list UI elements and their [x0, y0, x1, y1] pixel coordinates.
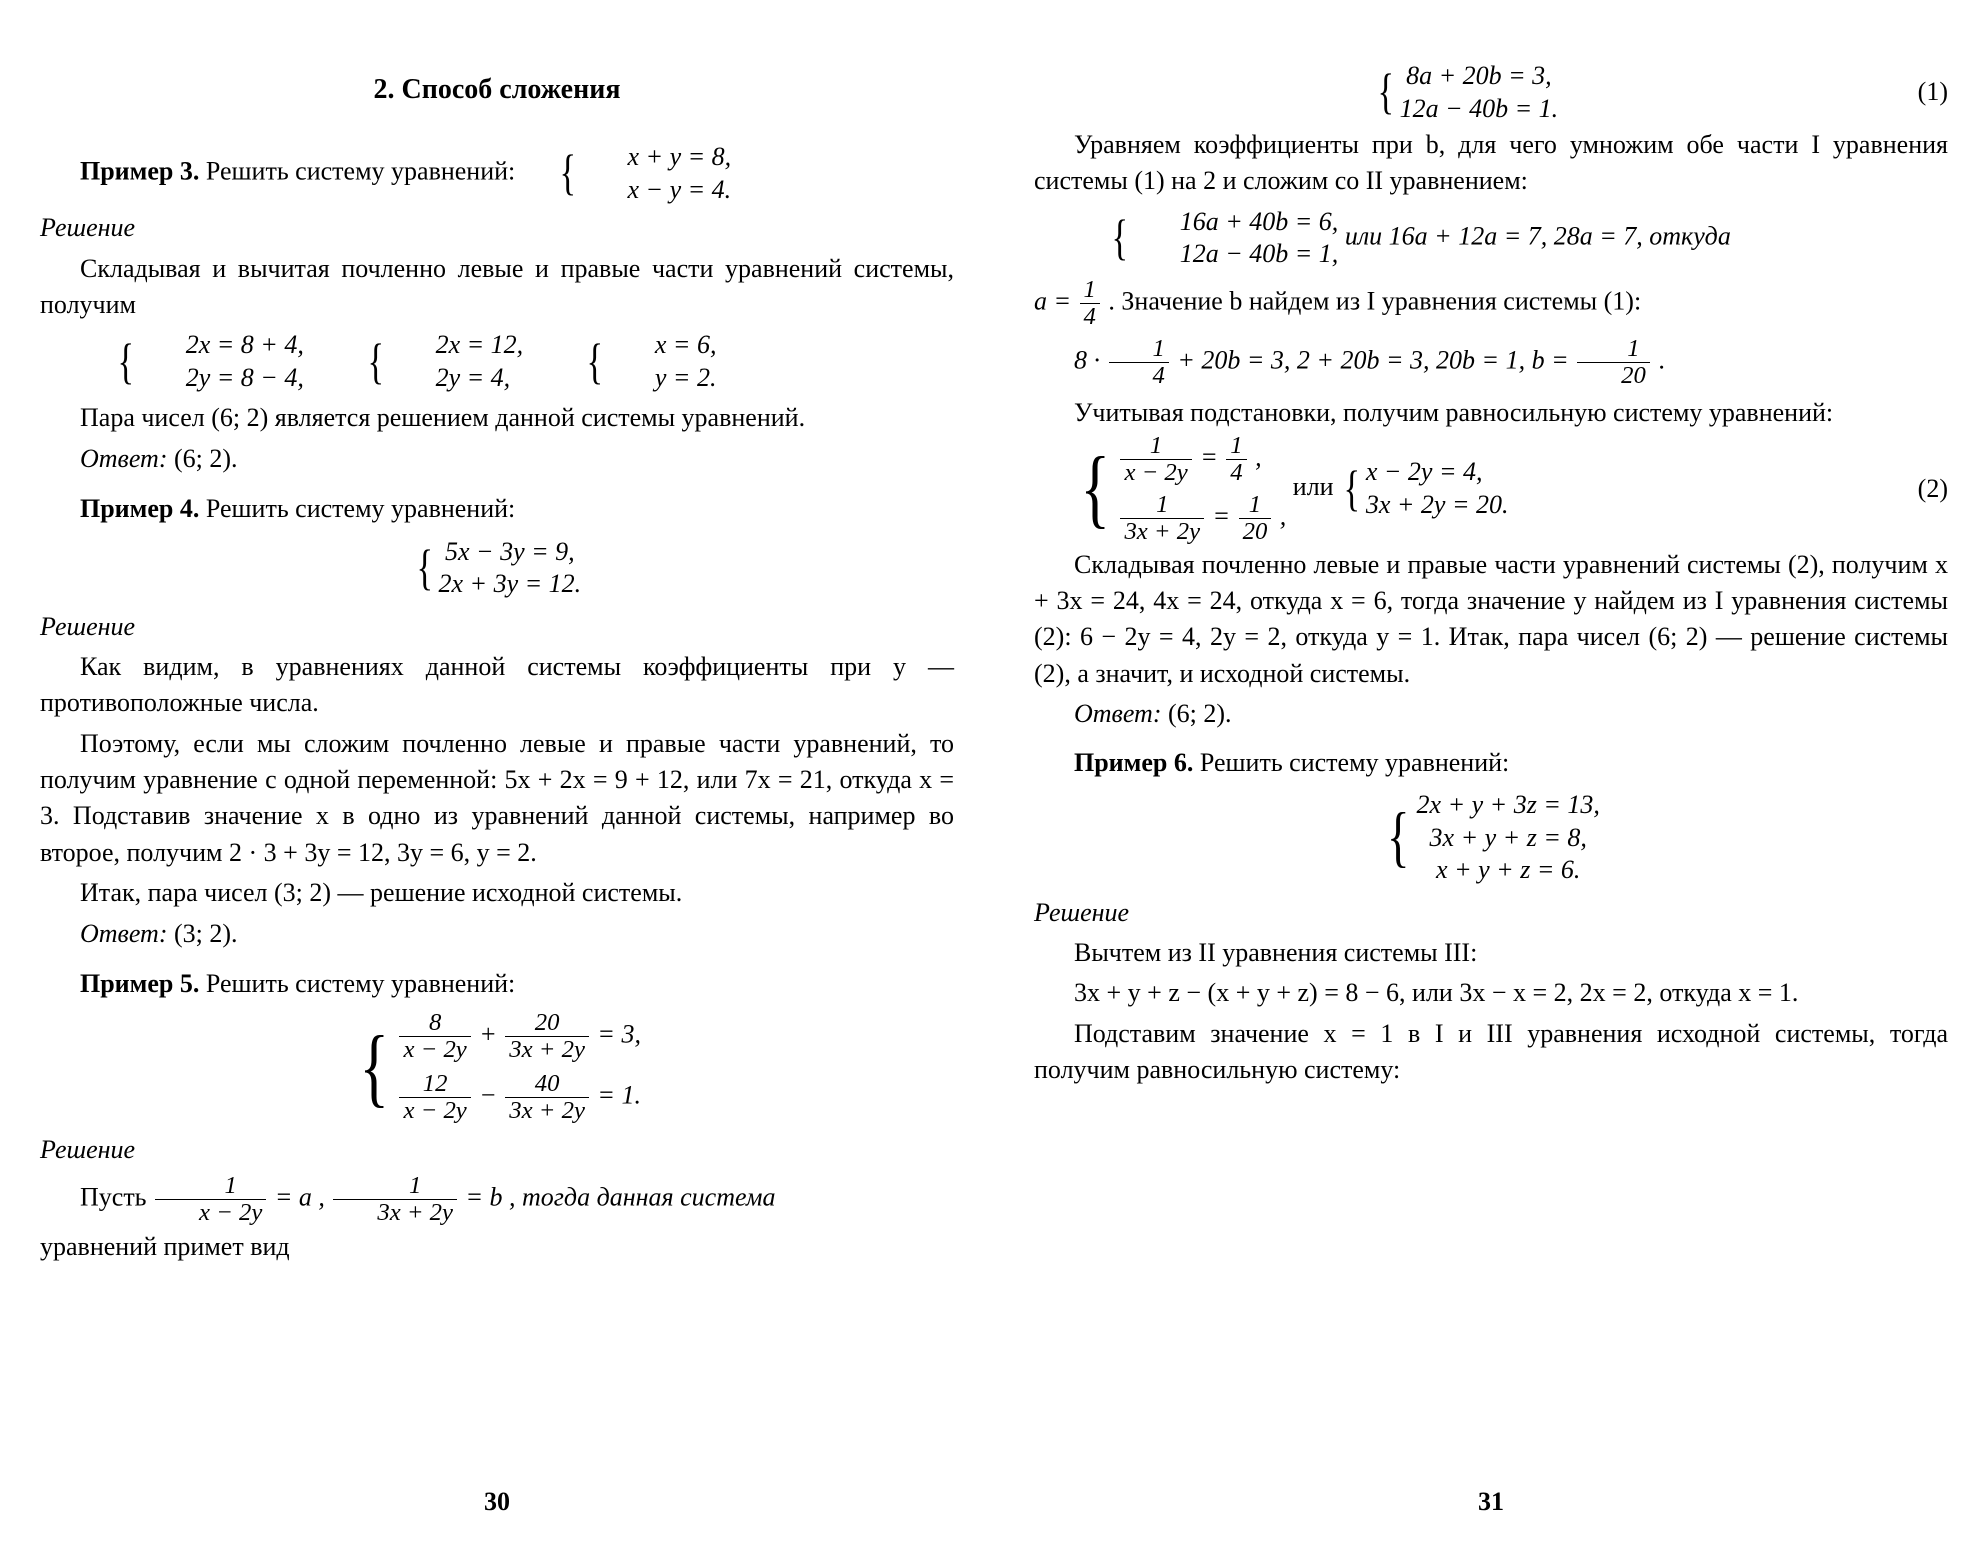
section-title: 2. Способ сложения: [40, 70, 954, 109]
solution-heading: Решение: [40, 210, 954, 246]
eq-row: y = 2.: [615, 362, 717, 395]
example-6-label: Пример 6.: [1074, 748, 1193, 777]
body-text: a = 14 . Значение b найдем из I уравнени…: [1034, 277, 1948, 330]
eq-row: 2x = 8 + 4,: [146, 329, 304, 362]
example-5-text: Решить систему уравнений:: [206, 969, 515, 998]
equation-number: (1): [1898, 74, 1948, 110]
example-4-statement: Пример 4. Решить систему уравнений:: [40, 491, 954, 527]
eq-row: 2y = 8 − 4,: [146, 362, 304, 395]
answer-label: Ответ:: [80, 919, 167, 948]
answer-line: Ответ: (6; 2).: [40, 441, 954, 477]
body-text: Уравняем коэффициенты при b, для чего ум…: [1034, 127, 1948, 200]
body-text: уравнений примет вид: [40, 1229, 954, 1265]
eq-row: 8x − 2y + 203x + 2y = 3,: [397, 1010, 640, 1063]
page-number: 31: [1034, 1474, 1948, 1520]
page-spread: 2. Способ сложения Пример 3. Решить сист…: [0, 0, 1988, 1560]
solution-heading: Решение: [40, 1132, 954, 1168]
page-right: { 8a + 20b = 3, 12a − 40b = 1. (1) Уравн…: [1034, 60, 1948, 1520]
body-text: Складывая почленно левые и правые части …: [1034, 547, 1948, 693]
example-3-system: { x + y = 8, x − y = 4.: [522, 141, 731, 206]
example-3-steps: { 2x = 8 + 4, 2y = 8 − 4, { 2x = 12, 2y …: [40, 329, 954, 394]
eq-row: 13x + 2y = 120 ,: [1118, 492, 1286, 545]
example-6-system: { 2x + y + 3z = 13, 3x + y + z = 8, x + …: [1034, 789, 1948, 887]
equation-block: { 16a + 40b = 6, 12a − 40b = 1, или 16a …: [1034, 206, 1948, 271]
eq-row: 12x − 2y − 403x + 2y = 1.: [397, 1071, 640, 1124]
page-number: 30: [40, 1474, 954, 1520]
body-text: Поэтому, если мы сложим почленно левые и…: [40, 726, 954, 872]
example-3-text: Решить систему уравнений:: [206, 157, 522, 186]
equation-number: (2): [1898, 471, 1948, 507]
eq-tail: или 16a + 12a = 7, 28a = 7, откуда: [1345, 221, 1731, 250]
equation-2: { 1x − 2y = 14 , 13x + 2y = 120: [1034, 433, 1948, 545]
example-5-label: Пример 5.: [80, 969, 199, 998]
answer-value: (6; 2).: [1168, 699, 1232, 728]
eq-row: x + y = 8,: [588, 141, 732, 174]
eq-row: x − 2y = 4,: [1366, 456, 1509, 489]
eq-row: 2x + y + 3z = 13,: [1417, 789, 1600, 822]
example-3-statement: Пример 3. Решить систему уравнений: { x …: [40, 141, 954, 206]
example-3-label: Пример 3.: [80, 157, 199, 186]
eq-row: 8a + 20b = 3,: [1400, 60, 1559, 93]
page-left: 2. Способ сложения Пример 3. Решить сист…: [40, 60, 954, 1520]
eq-row: 2x = 12,: [396, 329, 524, 362]
example-4-text: Решить систему уравнений:: [206, 494, 515, 523]
answer-line: Ответ: (3; 2).: [40, 916, 954, 952]
solution-heading: Решение: [40, 609, 954, 645]
example-5-system: { 8x − 2y + 203x + 2y = 3, 12x − 2y − 40…: [40, 1010, 954, 1124]
eq-row: 2y = 4,: [396, 362, 524, 395]
answer-label: Ответ:: [80, 444, 167, 473]
eq-row: 1x − 2y = 14 ,: [1118, 433, 1286, 486]
eq-row: 2x + 3y = 12.: [439, 568, 582, 601]
body-text: Пара чисел (6; 2) является решением данн…: [40, 400, 954, 436]
equation-block: 8 · 14 + 20b = 3, 2 + 20b = 3, 20b = 1, …: [1034, 336, 1948, 389]
answer-value: (6; 2).: [174, 444, 238, 473]
eq-row: 12a − 40b = 1,: [1140, 238, 1339, 271]
body-text: Складывая и вычитая почленно левые и пра…: [40, 251, 954, 324]
solution-heading: Решение: [1034, 895, 1948, 931]
eq-row: 3x + 2y = 20.: [1366, 489, 1509, 522]
body-text: Вычтем из II уравнения системы III:: [1034, 935, 1948, 971]
eq-row: x + y + z = 6.: [1417, 854, 1600, 887]
answer-line: Ответ: (6; 2).: [1034, 696, 1948, 732]
example-6-statement: Пример 6. Решить систему уравнений:: [1034, 745, 1948, 781]
body-text: Пусть 1x − 2y = a , 13x + 2y = b , тогда…: [40, 1173, 954, 1226]
answer-label: Ответ:: [1074, 699, 1161, 728]
eq-row: 5x − 3y = 9,: [439, 536, 582, 569]
body-text: Подставим значение x = 1 в I и III уравн…: [1034, 1016, 1948, 1089]
example-4-system: { 5x − 3y = 9, 2x + 3y = 12.: [40, 536, 954, 601]
body-text: Как видим, в уравнениях данной системы к…: [40, 649, 954, 722]
eq-row: 16a + 40b = 6,: [1140, 206, 1339, 239]
body-text: Учитывая подстановки, получим равносильн…: [1034, 395, 1948, 431]
body-text: 3x + y + z − (x + y + z) = 8 − 6, или 3x…: [1034, 975, 1948, 1011]
example-5-statement: Пример 5. Решить систему уравнений:: [40, 966, 954, 1002]
eq-row: x − y = 4.: [588, 174, 732, 207]
eq-row: x = 6,: [615, 329, 717, 362]
example-4-label: Пример 4.: [80, 494, 199, 523]
example-6-text: Решить систему уравнений:: [1200, 748, 1509, 777]
equation-1: { 8a + 20b = 3, 12a − 40b = 1. (1): [1034, 60, 1948, 125]
answer-value: (3; 2).: [174, 919, 238, 948]
eq-row: 12a − 40b = 1.: [1400, 93, 1559, 126]
eq-row: 3x + y + z = 8,: [1417, 822, 1600, 855]
or-text: или: [1293, 472, 1340, 501]
body-text: Итак, пара чисел (3; 2) — решение исходн…: [40, 875, 954, 911]
